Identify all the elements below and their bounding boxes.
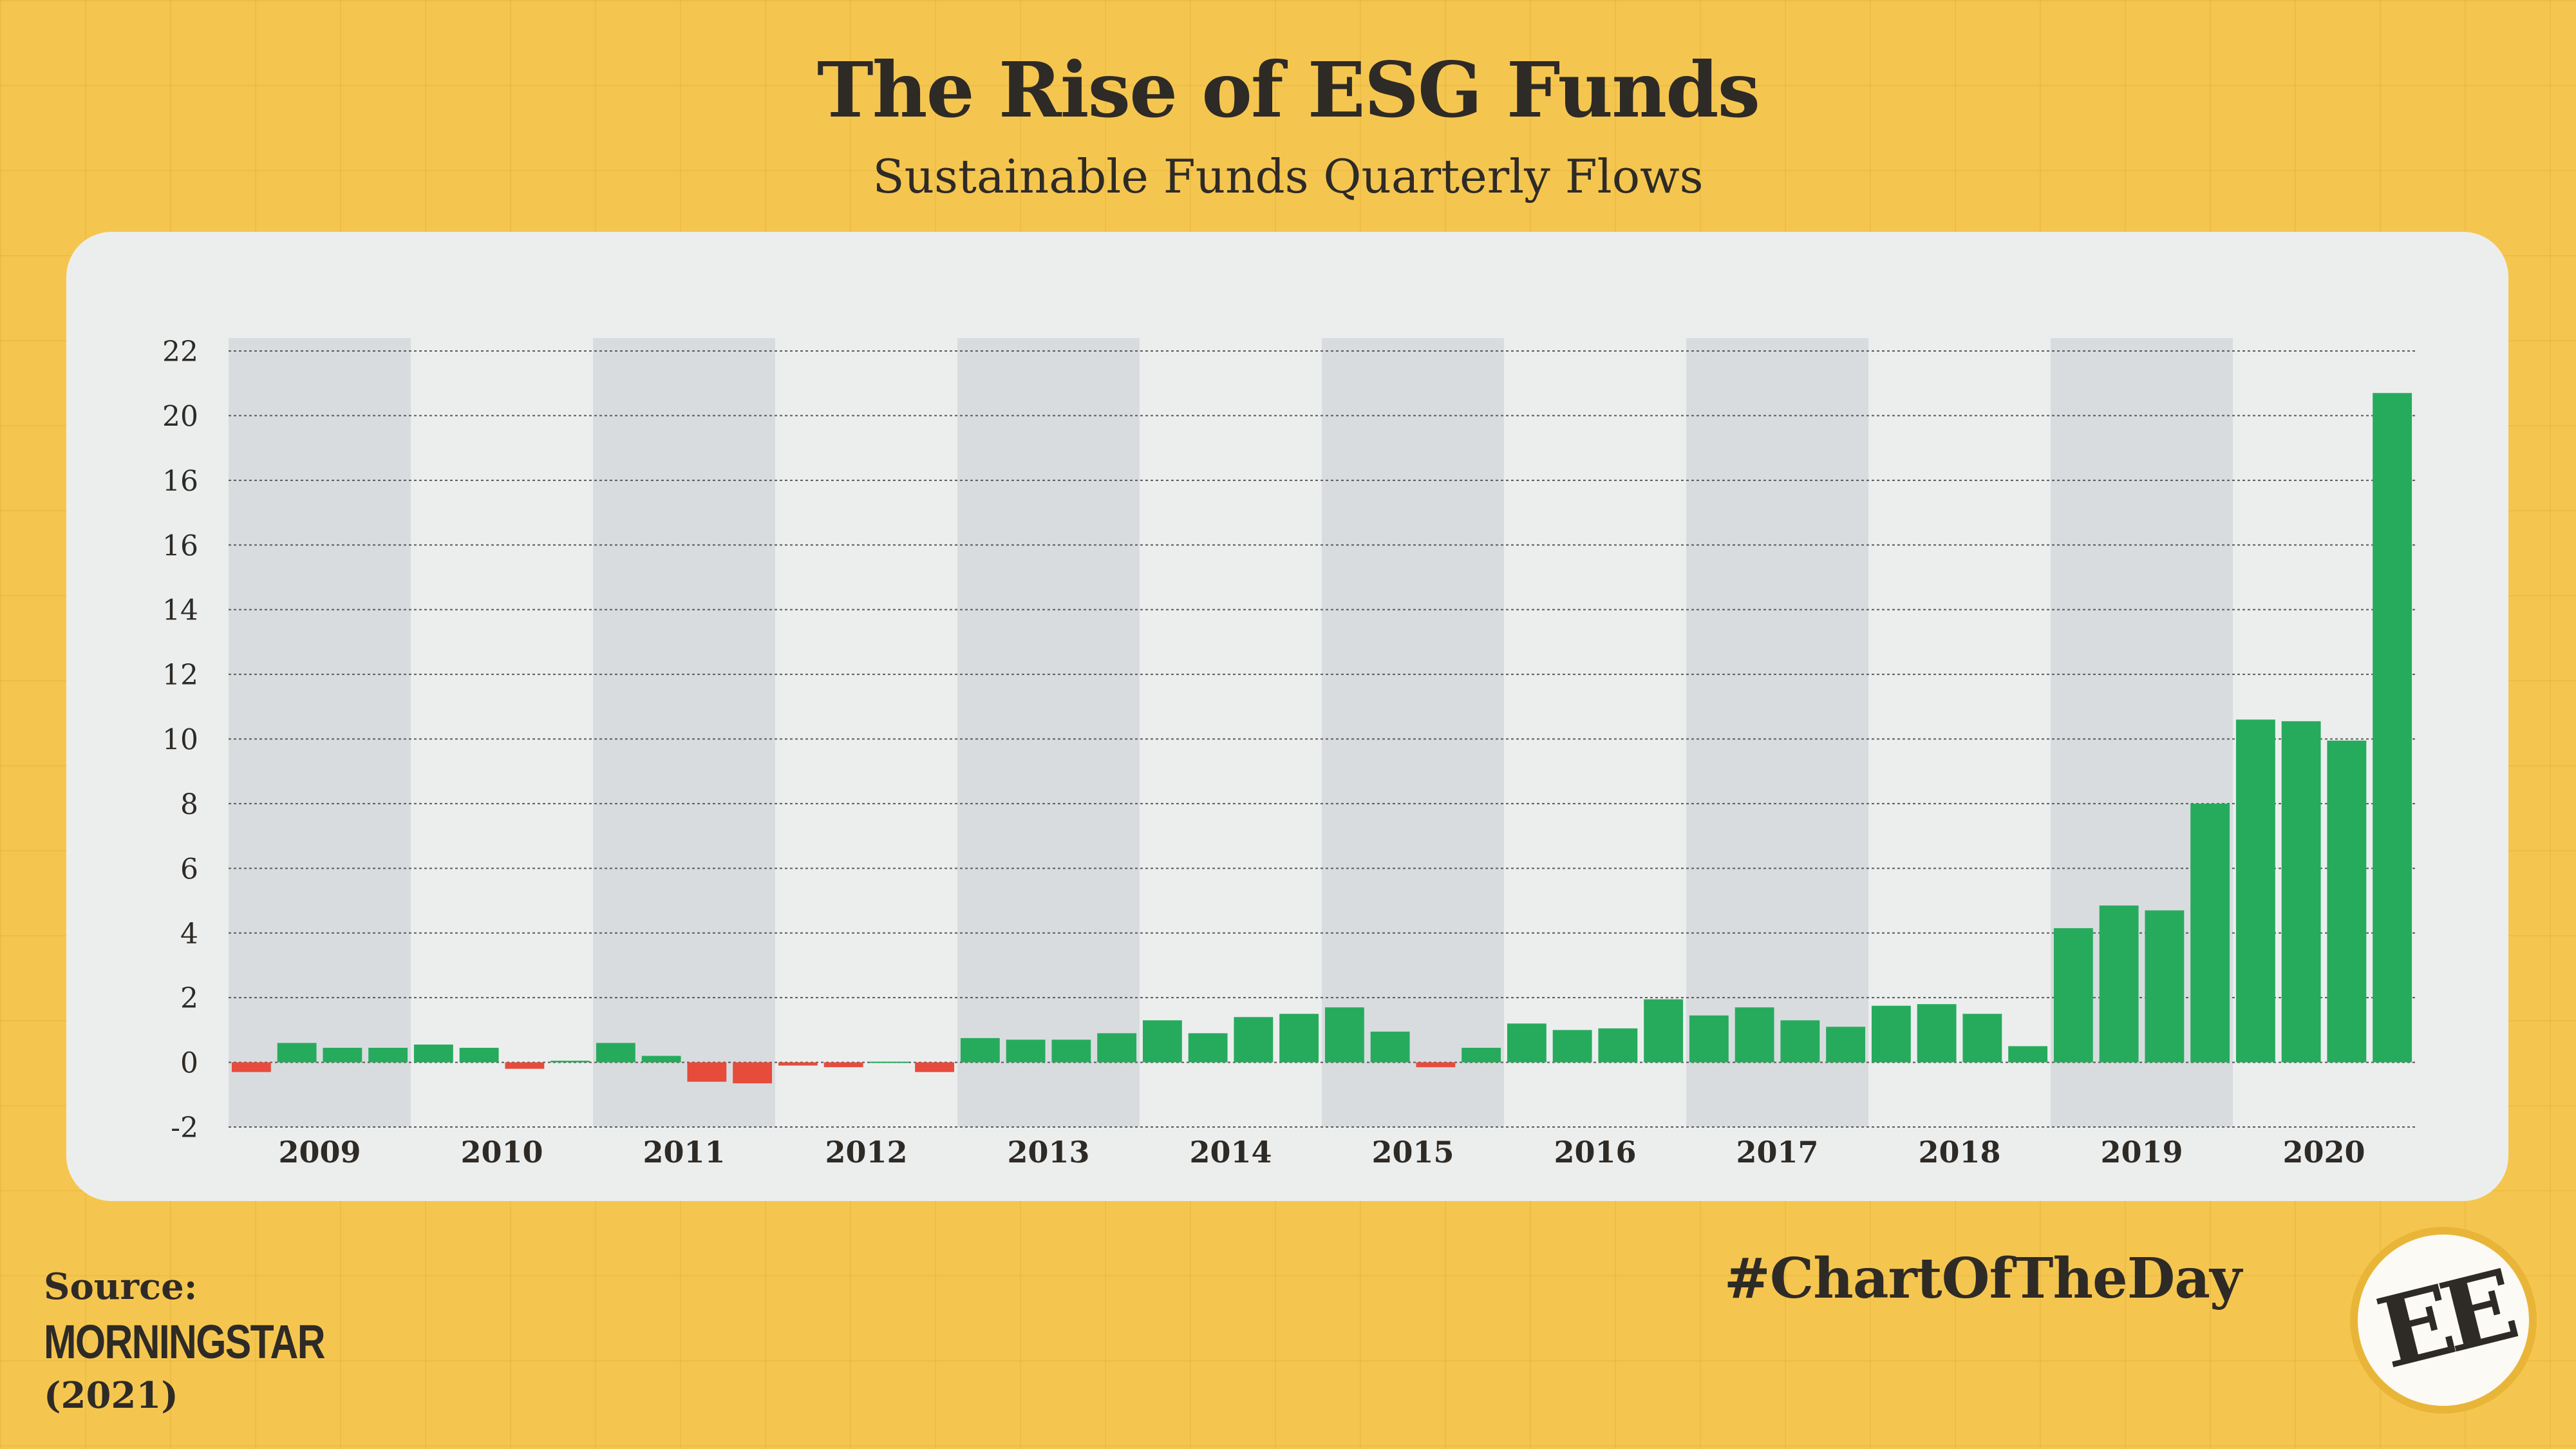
x-year-label: 2009 [278,1135,361,1170]
bar [1051,1039,1091,1063]
bar [1324,1007,1364,1063]
y-tick-label: 20 [162,400,198,433]
bar [1735,1007,1774,1063]
bar [2053,928,2093,1063]
year-band-2017 [1686,338,1868,1127]
bar [1188,1033,1228,1063]
x-year-label: 2019 [2100,1135,2183,1170]
year-band-2011 [593,338,775,1127]
bar [2190,803,2230,1063]
bar [1689,1015,1729,1063]
bar [1370,1031,1410,1063]
hashtag: #ChartOfTheDay [1724,1246,2242,1311]
bar [1962,1014,2002,1063]
bar [277,1043,317,1063]
y-tick-label: -2 [171,1112,198,1144]
morningstar-logo: MORNINGSTAR [44,1315,326,1368]
brand-logo-text: EE [2367,1249,2520,1391]
bar [2235,719,2275,1063]
bar [1097,1033,1137,1063]
bar [869,1061,909,1063]
brand-logo-badge: EE [2350,1227,2537,1414]
x-year-label: 2010 [460,1135,543,1170]
x-year-label: 2016 [1554,1135,1636,1170]
x-year-label: 2018 [1918,1135,2000,1170]
source-block: Source: MORNINGSTAR (2021) [44,1265,386,1417]
x-year-label: 2014 [1189,1135,1272,1170]
bar [459,1047,499,1063]
bar [1142,1020,1182,1063]
year-band-2013 [957,338,1140,1127]
bar [1507,1023,1547,1063]
source-label: Source: [44,1265,198,1308]
y-tick-label: 10 [162,724,198,757]
bar [2008,1046,2048,1063]
y-tick-label: 12 [162,659,198,692]
bar [1780,1020,1820,1063]
bar [1917,1004,1957,1063]
y-tick-label: 16 [162,529,198,562]
bar [505,1062,545,1069]
y-tick-label: 22 [162,336,198,368]
bar [915,1062,955,1072]
year-bands [229,338,2233,1127]
grid-lines [229,350,2415,1128]
bar [778,1062,818,1066]
x-year-label: 2020 [2282,1135,2365,1170]
bar [1644,999,1684,1063]
bar [1871,1005,1911,1063]
bar [1006,1039,1046,1063]
bar [823,1062,863,1068]
x-year-label: 2015 [1371,1135,1454,1170]
y-tick-label: 0 [180,1047,198,1080]
bar [2373,393,2412,1063]
bar [323,1047,362,1063]
y-axis-tick-labels: -2 0 2 4 6 8 10 12 14 16 16 20 22 [162,336,198,1144]
bar [368,1047,408,1063]
bar [1826,1027,1866,1063]
year-band-2009 [229,338,411,1127]
bar [1598,1028,1638,1063]
bars [231,393,2412,1084]
chart-subtitle: Sustainable Funds Quarterly Flows [872,149,1704,204]
bar [1279,1014,1319,1063]
bar [550,1061,590,1063]
x-axis-year-labels: 2009 2010 2011 2012 2013 2014 2015 2016 2017 2018… [278,1135,2365,1170]
y-tick-label: 16 [162,465,198,498]
y-tick-label: 14 [162,594,198,627]
bar [2281,721,2321,1063]
bar [1462,1047,1501,1063]
x-year-label: 2012 [825,1135,907,1170]
bar [596,1043,635,1063]
bar [1552,1030,1592,1063]
source-year: (2021) [44,1374,178,1417]
bar [960,1037,1000,1063]
y-tick-label: 4 [180,918,198,951]
bar [2099,905,2139,1063]
bar [2145,910,2185,1063]
y-tick-label: 8 [180,788,198,821]
bar [687,1062,727,1082]
chart-title: The Rise of ESG Funds [816,45,1760,135]
chart-panel: -2 0 2 4 6 8 10 12 14 16 16 20 22 2009 2010 2011 2012 20… [66,232,2508,1201]
y-tick-label: 6 [180,853,198,886]
year-band-2015 [1322,338,1504,1127]
bar [1234,1017,1274,1063]
bar [733,1062,773,1084]
bar [2327,741,2367,1063]
bar [1416,1062,1456,1068]
bar [641,1056,681,1063]
y-tick-label: 2 [180,982,198,1015]
x-year-label: 2011 [643,1135,725,1170]
bar [413,1044,453,1063]
x-year-label: 2013 [1007,1135,1089,1170]
x-year-label: 2017 [1736,1135,1818,1170]
bar [231,1062,271,1072]
